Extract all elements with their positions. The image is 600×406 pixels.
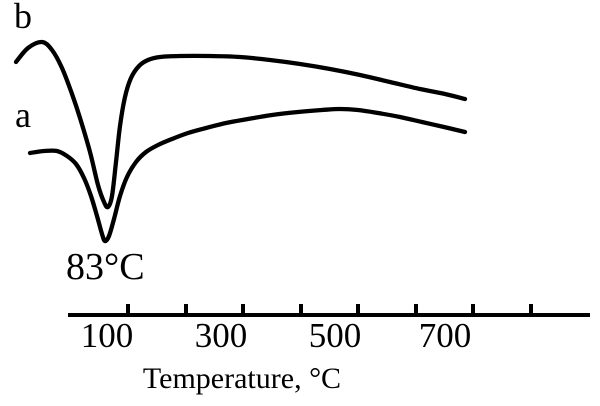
x-axis-title: Temperature, °C bbox=[142, 362, 342, 395]
x-tick-label: 100 bbox=[81, 316, 134, 355]
curve-label-b: b bbox=[14, 0, 32, 36]
curve-b bbox=[13, 39, 468, 210]
curve-a bbox=[27, 106, 468, 244]
x-tick-label: 500 bbox=[309, 316, 362, 355]
curve-label-a: a bbox=[15, 95, 31, 135]
x-tick-label: 700 bbox=[419, 316, 472, 355]
x-tick-label: 300 bbox=[195, 316, 248, 355]
peak-temperature-annotation: 83°C bbox=[66, 246, 145, 288]
